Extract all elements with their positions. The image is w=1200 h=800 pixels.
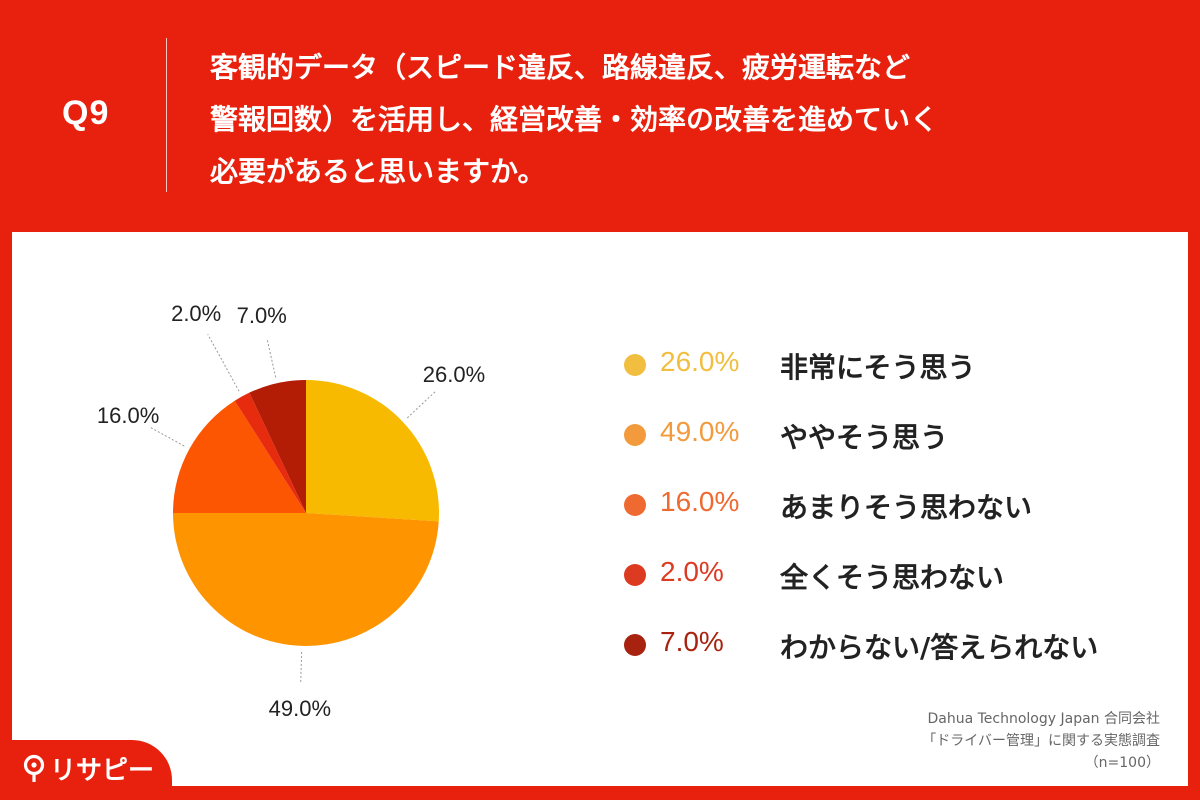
legend-percent: 7.0%: [660, 626, 724, 657]
legend-percent: 2.0%: [660, 556, 724, 587]
legend-label: 非常にそう思う: [780, 351, 976, 384]
question-header: Q9 客観的データ（スピード違反、路線違反、疲労運転など 警報回数）を活用し、経…: [0, 0, 1200, 232]
data-label-4: 2.0%: [171, 301, 221, 326]
legend-dot-icon: [624, 354, 646, 376]
legend-label: ややそう思う: [780, 421, 949, 454]
leader-line-4: [207, 333, 240, 392]
source-sample: （n=100）: [1084, 755, 1160, 771]
legend-dot-icon: [624, 424, 646, 446]
legend-item-2: 49.0% ややそう思う: [620, 404, 1180, 474]
legend-dot-icon: [624, 634, 646, 656]
pin-icon: [23, 754, 45, 782]
legend-percent: 49.0%: [660, 416, 740, 447]
pie-slice-1: [306, 380, 439, 522]
leader-line-2: [300, 651, 303, 684]
legend-label: あまりそう思わない: [780, 491, 1033, 524]
leader-line-1: [406, 390, 437, 419]
legend-item-1: 26.0% 非常にそう思う: [620, 334, 1180, 404]
legend-percent: 16.0%: [660, 486, 740, 517]
question-number: Q9: [62, 94, 110, 132]
legend-label: 全くそう思わない: [780, 561, 1005, 594]
question-text: 客観的データ（スピード違反、路線違反、疲労運転など 警報回数）を活用し、経営改善…: [210, 51, 939, 188]
pie-slice-5: [249, 380, 306, 513]
source-survey: 「ドライバー管理」に関する実態調査: [922, 733, 1160, 749]
legend-item-4: 2.0% 全くそう思わない: [620, 544, 1180, 614]
data-label-2: 49.0%: [269, 696, 331, 721]
brand-logo: リサピー: [0, 740, 172, 800]
pie-slice-4: [234, 392, 306, 513]
legend-dot-icon: [624, 564, 646, 586]
leader-line-3: [148, 426, 185, 447]
pie-slice-2: [173, 513, 439, 646]
brand-logo-text: リサピー: [50, 756, 155, 786]
legend-label: わからない/答えられない: [780, 631, 1099, 664]
legend-percent: 26.0%: [660, 346, 740, 377]
source-company: Dahua Technology Japan 合同会社: [927, 711, 1160, 727]
header-divider: [166, 38, 167, 192]
data-label-3: 16.0%: [97, 403, 159, 428]
leader-line-5: [266, 338, 277, 378]
legend: 26.0% 非常にそう思う 49.0% ややそう思う 16.0% あまりそう思わない 2.0…: [620, 334, 1180, 684]
pie-slice-3: [173, 400, 306, 513]
data-label-1: 26.0%: [423, 362, 485, 387]
legend-item-5: 7.0% わからない/答えられない: [620, 614, 1180, 684]
legend-item-3: 16.0% あまりそう思わない: [620, 474, 1180, 544]
data-label-5: 7.0%: [237, 303, 287, 328]
legend-dot-icon: [624, 494, 646, 516]
source-note: Dahua Technology Japan 合同会社 「ドライバー管理」に関す…: [740, 708, 1160, 774]
